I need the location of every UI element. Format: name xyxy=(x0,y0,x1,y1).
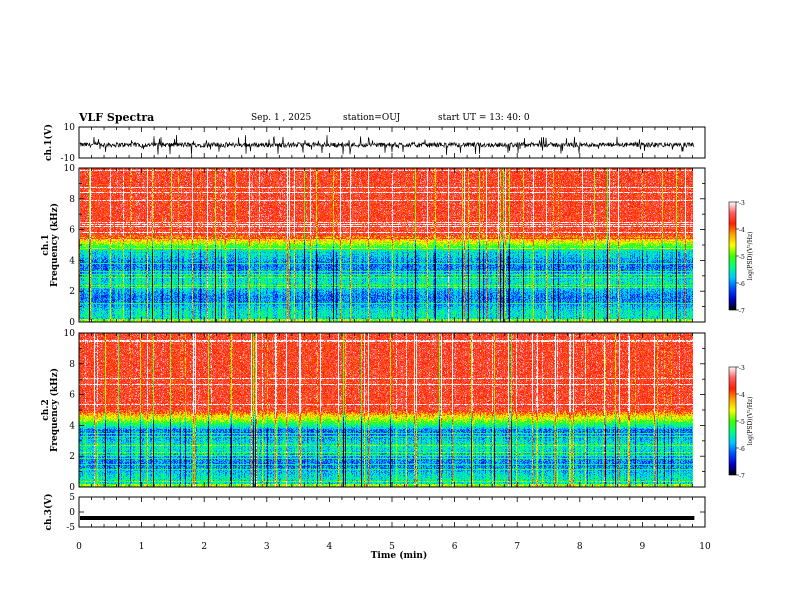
y-tick-label: 6 xyxy=(69,391,75,401)
colorbar-tick-label: -7 xyxy=(739,308,745,315)
colorbar-label: log(PSD)(V²/Hz) xyxy=(747,232,754,281)
start-time-label: start UT = 13: 40: 0 xyxy=(438,113,530,123)
colorbar-tick-label: -6 xyxy=(739,446,745,453)
panel-3-ylabel: Frequency (kHz) xyxy=(49,368,60,452)
y-tick-label: 5 xyxy=(69,493,75,503)
colorbar-tick-label: -4 xyxy=(739,227,745,234)
y-tick-label: -5 xyxy=(66,523,75,533)
date-label: Sep. 1 , 2025 xyxy=(251,113,312,123)
panel-2-channel-label: ch.1 xyxy=(41,234,51,255)
colorbar-tick-label: -3 xyxy=(739,365,745,372)
x-tick-label: 10 xyxy=(699,542,711,552)
y-tick-label: 8 xyxy=(69,195,75,205)
x-tick-label: 5 xyxy=(389,542,395,552)
station-label: station=OUJ xyxy=(343,113,401,123)
ch2-spectrogram xyxy=(79,333,693,487)
panel-1-ylabel: ch.1(V) xyxy=(43,124,54,161)
x-tick-label: 7 xyxy=(514,542,520,552)
y-tick-label: 0 xyxy=(69,508,75,518)
colorbar-tick-label: -3 xyxy=(739,200,745,207)
x-tick-label: 1 xyxy=(139,542,145,552)
x-tick-label: 8 xyxy=(577,542,583,552)
y-tick-label: 8 xyxy=(69,360,75,370)
panel-3-frame xyxy=(78,332,706,488)
colorbar-tick-label: -6 xyxy=(739,281,745,288)
y-tick-label: 6 xyxy=(69,226,75,236)
panel-3-channel-label: ch.2 xyxy=(41,399,51,420)
colorbar-tick-label: -4 xyxy=(739,392,745,399)
x-tick-label: 0 xyxy=(76,542,82,552)
y-tick-label: 2 xyxy=(69,452,75,462)
colorbar-label: log(PSD)(V²/Hz) xyxy=(747,397,754,446)
panel-4-ylabel: ch.3(V) xyxy=(43,494,54,531)
y-tick-label: 4 xyxy=(69,256,75,266)
panel-2-frame xyxy=(78,167,706,323)
colorbar-2 xyxy=(728,366,737,476)
colorbar-tick-label: -7 xyxy=(739,473,745,480)
y-tick-label: 0 xyxy=(69,483,75,493)
y-tick-label: 10 xyxy=(64,123,76,133)
x-tick-label: 3 xyxy=(264,542,270,552)
y-tick-label: 4 xyxy=(69,421,75,431)
panel-2-ylabel: Frequency (kHz) xyxy=(49,203,60,287)
y-tick-label: 2 xyxy=(69,287,75,297)
y-tick-label: 10 xyxy=(64,164,76,174)
x-tick-label: 2 xyxy=(201,542,207,552)
ch1-spectrogram xyxy=(79,168,693,322)
figure-title: VLF Spectra xyxy=(79,111,155,124)
colorbar-tick-label: -5 xyxy=(739,254,745,261)
x-tick-label: 6 xyxy=(452,542,458,552)
y-tick-label: 10 xyxy=(64,329,76,339)
x-tick-label: 9 xyxy=(640,542,646,552)
x-axis-label: Time (min) xyxy=(371,550,428,561)
colorbar-1 xyxy=(728,201,737,311)
y-tick-label: -10 xyxy=(61,154,76,164)
x-tick-label: 4 xyxy=(327,542,333,552)
ch1-waveform xyxy=(79,134,695,155)
colorbar-tick-label: -5 xyxy=(739,419,745,426)
y-tick-label: 0 xyxy=(69,318,75,328)
